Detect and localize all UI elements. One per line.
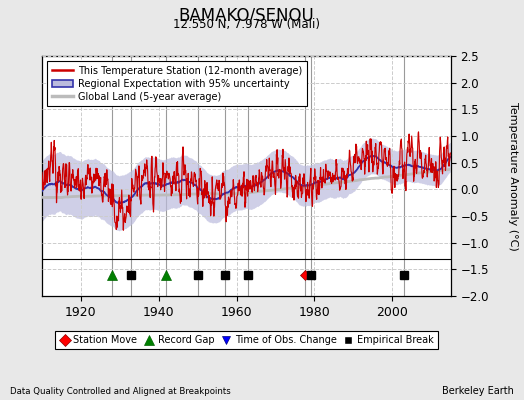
- Y-axis label: Temperature Anomaly (°C): Temperature Anomaly (°C): [508, 102, 518, 250]
- Text: Berkeley Earth: Berkeley Earth: [442, 386, 514, 396]
- Text: Data Quality Controlled and Aligned at Breakpoints: Data Quality Controlled and Aligned at B…: [10, 387, 231, 396]
- Legend: This Temperature Station (12-month average), Regional Expectation with 95% uncer: This Temperature Station (12-month avera…: [47, 61, 307, 106]
- Text: 12.550 N, 7.978 W (Mali): 12.550 N, 7.978 W (Mali): [173, 18, 320, 31]
- Text: BAMAKO/SENOU: BAMAKO/SENOU: [178, 6, 314, 24]
- Legend: Station Move, Record Gap, Time of Obs. Change, Empirical Break: Station Move, Record Gap, Time of Obs. C…: [55, 331, 438, 349]
